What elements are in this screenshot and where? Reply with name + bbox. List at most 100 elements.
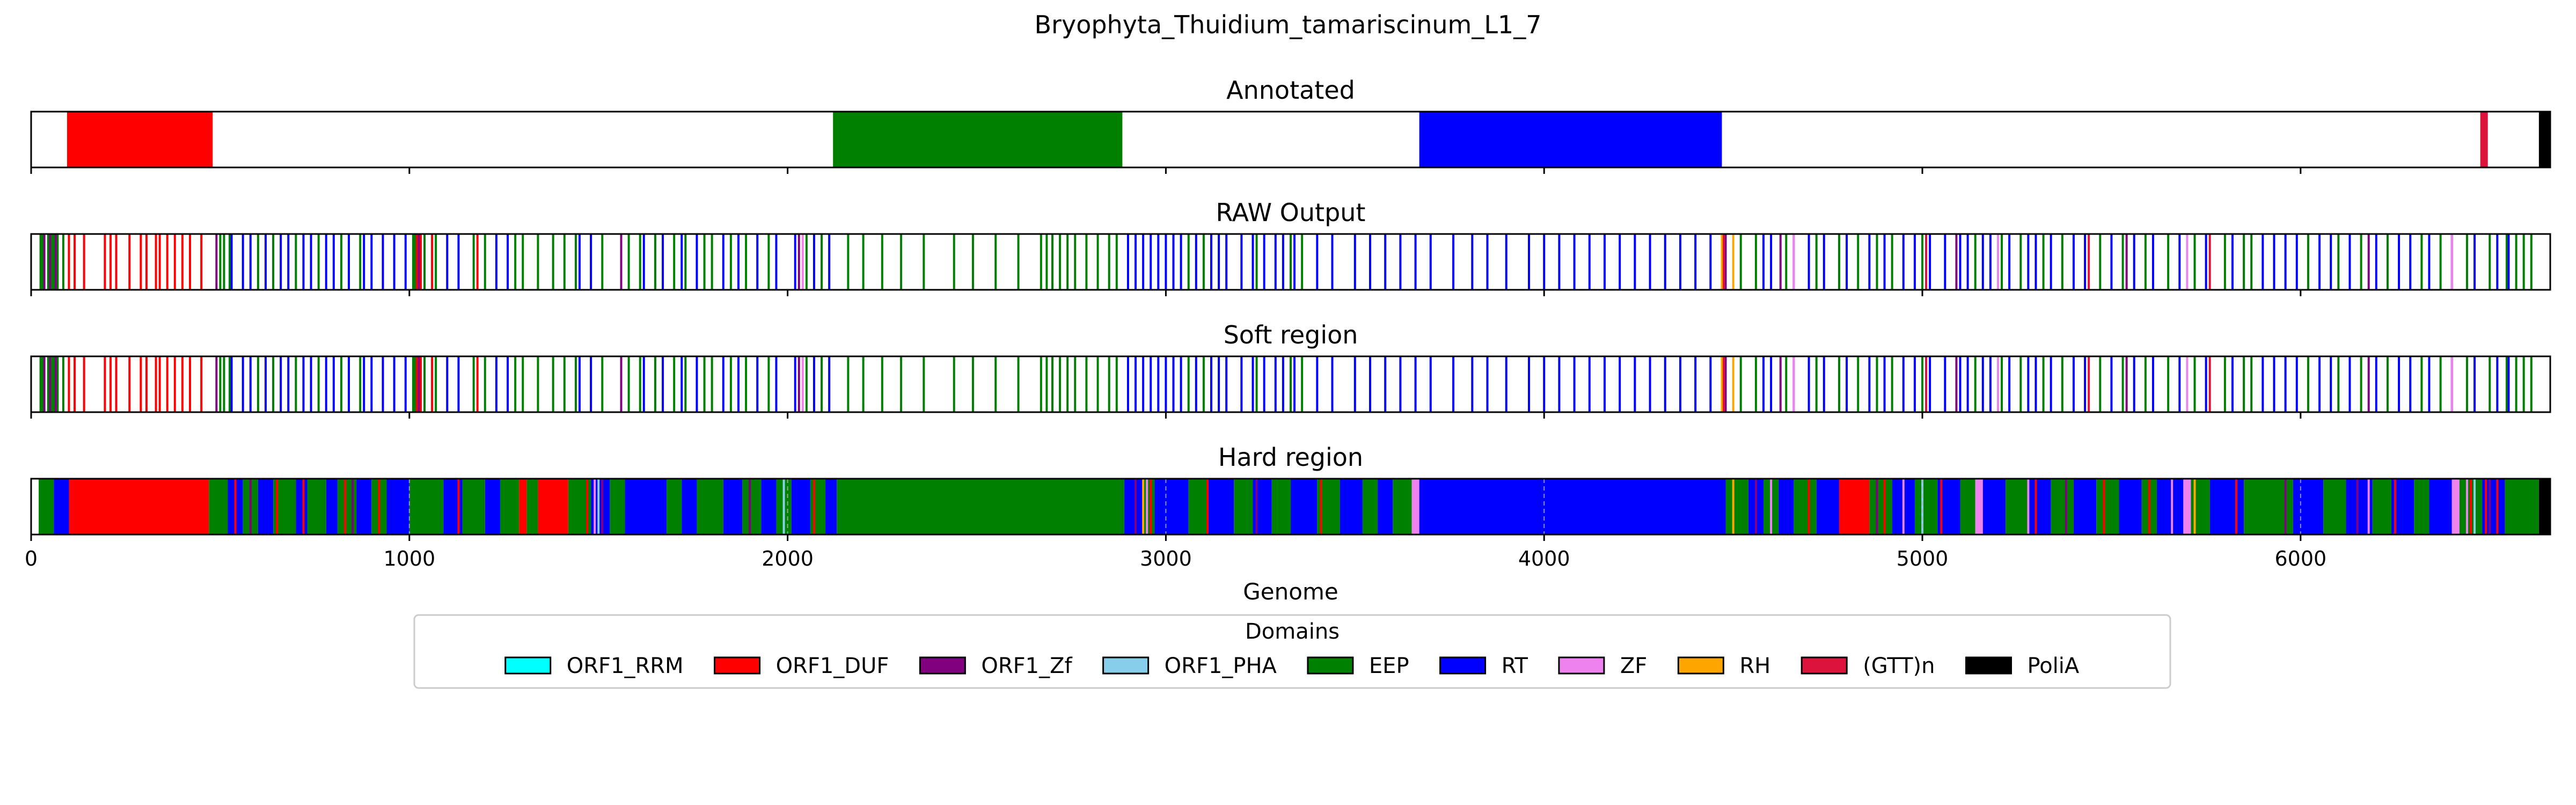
segment-rt <box>356 479 372 535</box>
legend-swatch <box>1307 656 1354 675</box>
segment-eep <box>810 479 826 535</box>
segment-rt <box>1207 479 1234 535</box>
x-axis: 0 1000 2000 3000 4000 5000 6000 <box>25 547 2326 570</box>
panel-frame <box>30 233 2551 291</box>
panel-raw-output: RAW Output <box>30 198 2551 296</box>
legend-item-rt: RT <box>1439 654 1528 678</box>
legend-item-orf1-pha: ORF1_PHA <box>1102 654 1277 678</box>
segment-rt <box>1779 479 1794 535</box>
legend-swatch <box>1801 656 1848 675</box>
segment-rt <box>1378 479 1393 535</box>
segment-eep <box>2414 479 2429 535</box>
legend-label: ORF1_Zf <box>981 654 1072 678</box>
segment-rt <box>2429 479 2452 535</box>
segment-rt <box>1340 479 1363 535</box>
panel-title: Hard region <box>1218 443 1363 472</box>
x-tick-label: 6000 <box>2274 547 2326 570</box>
segment-orf1-duf <box>67 112 213 167</box>
legend-item-polia: PoliA <box>1965 654 2080 678</box>
segment-rt <box>296 479 308 535</box>
legend-swatch <box>714 656 761 675</box>
segment-eep <box>610 479 625 535</box>
segment-eep <box>209 479 228 535</box>
legend-swatch <box>1965 656 2012 675</box>
segment-eep <box>1914 479 1938 535</box>
segment-rt <box>1816 479 1839 535</box>
segment-rt <box>485 479 500 535</box>
legend-label: EEP <box>1369 654 1409 678</box>
segment-orf1-duf <box>538 479 568 535</box>
segment-eep <box>500 479 519 535</box>
legend-label: PoliA <box>2028 654 2080 678</box>
legend-label: ORF1_DUF <box>776 654 889 678</box>
segment-rt <box>2073 479 2097 535</box>
legend-item-zf: ZF <box>1558 654 1647 678</box>
segment-rt <box>1419 112 1722 167</box>
segment-eep <box>1143 479 1155 535</box>
segment-zf <box>2183 479 2191 535</box>
legend-box <box>413 614 2171 689</box>
segment-zf <box>1975 479 1983 535</box>
segment-rt <box>1982 479 2006 535</box>
segment-rt <box>825 479 837 535</box>
panel-title: RAW Output <box>1216 198 1366 227</box>
segment-eep <box>2323 479 2346 535</box>
legend-title: Domains <box>1245 619 1340 644</box>
legend-item-gtt-n: (GTT)n <box>1801 654 1935 678</box>
segment-eep <box>1725 479 1748 535</box>
segment-eep <box>2006 479 2029 535</box>
segment-eep <box>39 479 54 535</box>
x-tick-label: 0 <box>25 547 38 570</box>
segment-eep <box>1234 479 1253 535</box>
segment-orf1-duf <box>519 479 527 535</box>
legend-swatch <box>919 656 966 675</box>
x-tick-label: 1000 <box>383 547 435 570</box>
x-tick-label: 3000 <box>1140 547 1192 570</box>
segment-rt <box>2028 479 2051 535</box>
panel-title: Annotated <box>1226 76 1355 105</box>
panel-frame <box>30 478 2551 536</box>
legend-swatch <box>1102 656 1150 675</box>
legend-item-orf1-rrm: ORF1_RRM <box>504 654 684 678</box>
segment-eep <box>833 112 1123 167</box>
segment-eep <box>1271 479 1291 535</box>
segment-eep <box>2051 479 2074 535</box>
segment-rt <box>791 479 810 535</box>
segment-eep <box>526 479 538 535</box>
segment-rt <box>386 479 409 535</box>
panel-frame <box>30 111 2551 169</box>
segment-eep <box>307 479 326 535</box>
segment-eep <box>1869 479 1892 535</box>
segment-polia <box>2538 479 2550 535</box>
segment-eep <box>2505 479 2539 535</box>
segment-rt <box>2157 479 2184 535</box>
segment-eep <box>1794 479 1817 535</box>
legend-label: (GTT)n <box>1863 654 1935 678</box>
panel-annotated: Annotated <box>30 76 2551 174</box>
panel-hard-region: Hard region <box>30 443 2551 541</box>
segment-orf1-duf <box>69 479 209 535</box>
segment-zf <box>2451 479 2460 535</box>
segment-orf1-duf <box>1839 479 1870 535</box>
segment-eep <box>1362 479 1378 535</box>
segment-rt <box>1124 479 1144 535</box>
legend: Domains ORF1_RRM ORF1_DUF ORF1_Zf ORF1_PHA EE… <box>413 614 2171 689</box>
segment-polia <box>2538 112 2550 167</box>
legend-swatch <box>1677 656 1724 675</box>
segment-eep <box>2096 479 2119 535</box>
segment-rt <box>723 479 743 535</box>
legend-swatch <box>1439 656 1487 675</box>
segment-rt <box>761 479 777 535</box>
panel-frame <box>30 355 2551 413</box>
segment-eep <box>667 479 682 535</box>
segment-eep <box>837 479 1124 535</box>
legend-swatch <box>1558 656 1605 675</box>
segment-rt <box>2209 479 2244 535</box>
segment-rt <box>682 479 697 535</box>
legend-label: ORF1_PHA <box>1165 654 1277 678</box>
segment-rt <box>625 479 667 535</box>
legend-label: ZF <box>1620 654 1647 678</box>
x-axis-label: Genome <box>1243 579 1338 605</box>
legend-item-orf1-duf: ORF1_DUF <box>714 654 889 678</box>
segment-rt <box>2119 479 2142 535</box>
